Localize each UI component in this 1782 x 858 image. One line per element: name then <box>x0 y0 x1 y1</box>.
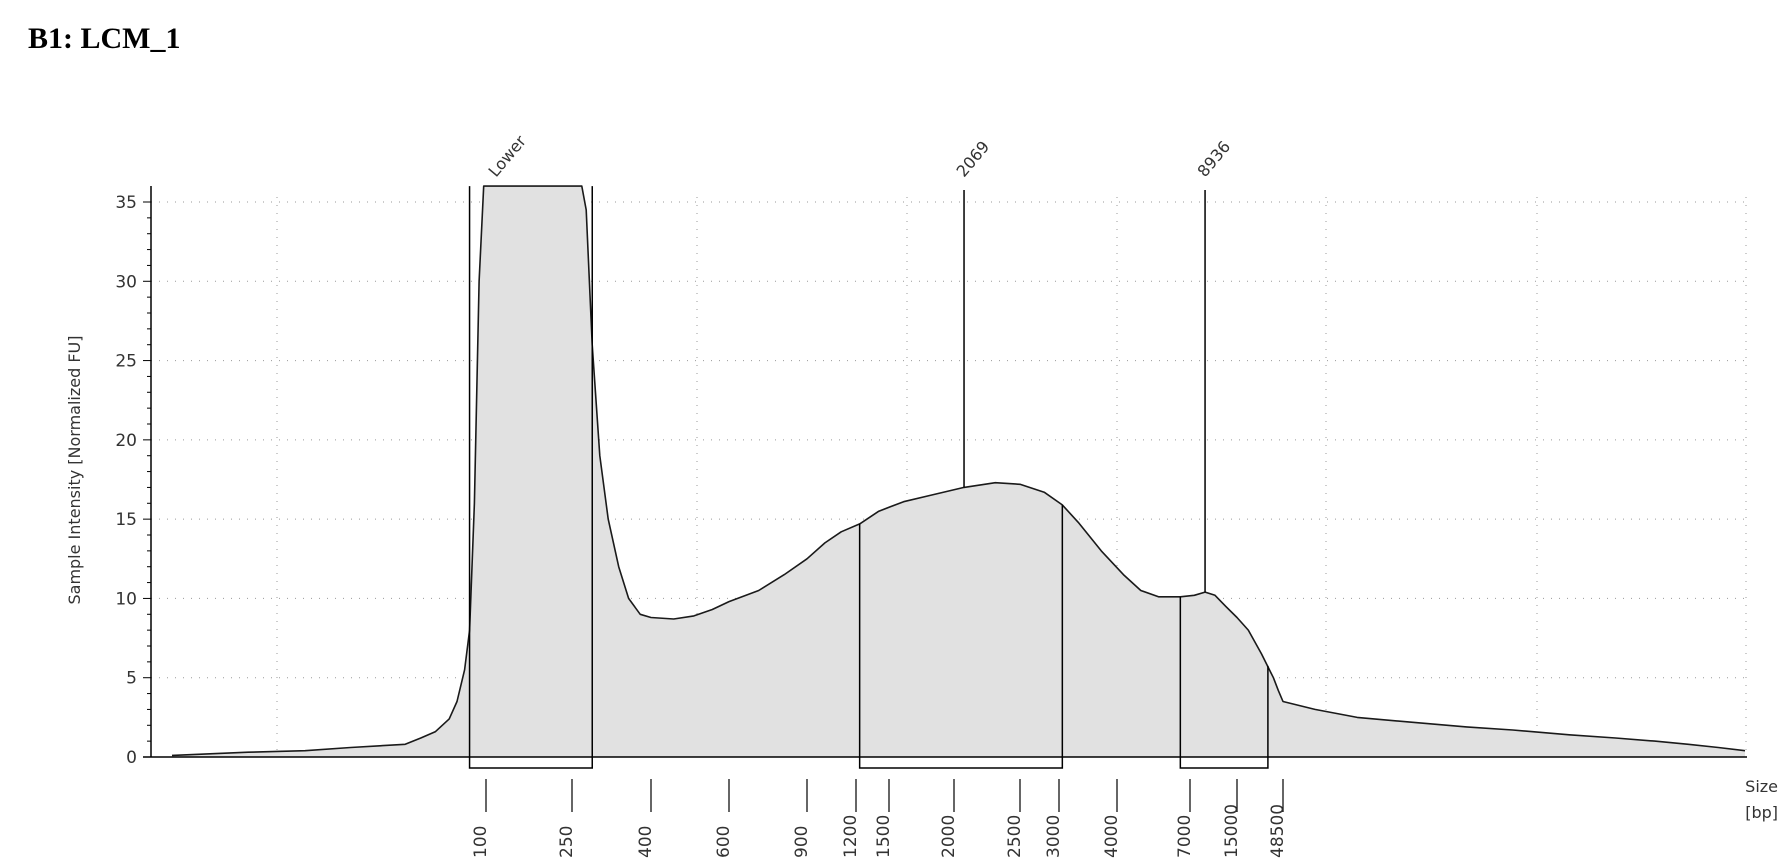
x-ladder-label: 7000 <box>1175 815 1195 858</box>
x-ladder-label: 400 <box>636 826 656 858</box>
x-ladder-label: 1200 <box>841 815 861 858</box>
peak-markers <box>963 190 1206 593</box>
x-ladder-label: 600 <box>714 826 734 858</box>
x-ladder-label: 250 <box>557 826 577 858</box>
axes <box>143 186 1747 812</box>
y-tick-label: 30 <box>115 272 137 292</box>
region-bracket <box>468 186 593 769</box>
y-tick-label: 35 <box>115 193 137 213</box>
trace-fill <box>172 186 1745 758</box>
y-tick-label: 10 <box>115 589 137 609</box>
x-ladder-label: 2000 <box>939 815 959 858</box>
peak-label: Lower <box>485 131 531 180</box>
labels: 0 5 10 15 20 25 30 35 Sample Intensity [Normaliz… <box>65 131 1778 858</box>
x-ladder-label: 15000 <box>1222 804 1242 858</box>
region-bracket <box>858 504 1064 769</box>
peak-label: 8936 <box>1194 137 1235 180</box>
trace-area <box>171 185 1746 758</box>
y-tick-label: 25 <box>115 352 137 372</box>
peak-label: 2069 <box>953 137 994 180</box>
y-axis-title: Sample Intensity [Normalized FU] <box>65 335 84 604</box>
region-bracket <box>1179 596 1269 769</box>
page-title: B1: LCM_1 <box>28 22 181 55</box>
x-ladder-label: 100 <box>471 826 491 858</box>
x-ladder-label: 4000 <box>1102 815 1122 858</box>
x-ladder-label: 900 <box>792 826 812 858</box>
x-ladder-label: 48500 <box>1268 804 1288 858</box>
x-ladder-label: 1500 <box>874 815 894 858</box>
y-tick-label: 0 <box>126 748 137 768</box>
y-tick-label: 5 <box>126 669 137 689</box>
region-brackets <box>468 186 1269 769</box>
x-ladder-label: 3000 <box>1044 815 1064 858</box>
x-ladder-label: 2500 <box>1005 815 1025 858</box>
x-axis-title: Size <box>1745 777 1778 796</box>
y-tick-label: 15 <box>115 510 137 530</box>
y-tick-label: 20 <box>115 431 137 451</box>
x-axis-unit: [bp] <box>1745 803 1778 822</box>
